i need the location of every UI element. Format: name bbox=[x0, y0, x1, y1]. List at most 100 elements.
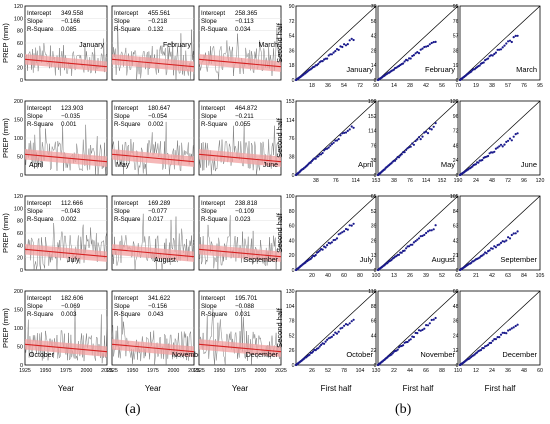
stat-value-rsquare: 0.031 bbox=[235, 311, 251, 318]
x-tick-label: 1975 bbox=[147, 368, 159, 374]
stat-label-intercept: Intercept bbox=[114, 10, 138, 17]
qq-point bbox=[514, 34, 517, 38]
stat-value-intercept: 182.606 bbox=[61, 295, 84, 302]
x-tick-label: 1925 bbox=[193, 368, 205, 374]
stat-label-intercept: Intercept bbox=[27, 200, 51, 207]
qq-point bbox=[428, 229, 431, 232]
qq-point bbox=[507, 236, 510, 239]
y-tick-label: 40 bbox=[17, 243, 23, 249]
qq-point bbox=[493, 245, 496, 248]
qq-point bbox=[430, 229, 433, 232]
y-tick-label: 50 bbox=[17, 155, 23, 161]
x-tick-label: 1950 bbox=[127, 368, 139, 374]
stat-label-slope: Slope bbox=[27, 113, 43, 120]
month-label: April bbox=[29, 162, 43, 169]
qq-point bbox=[330, 335, 333, 338]
qq-point bbox=[434, 316, 437, 320]
qq-y-tick-label: 104 bbox=[286, 304, 295, 310]
qq-x-tick-label: 36 bbox=[505, 368, 511, 374]
qq-point bbox=[326, 57, 329, 60]
x-tick-label: 1925 bbox=[106, 368, 118, 374]
qq-point bbox=[321, 60, 324, 63]
qq-point bbox=[510, 139, 513, 142]
qq-y-tick-label: 56 bbox=[371, 19, 377, 25]
qq-point bbox=[344, 323, 348, 326]
qq-point bbox=[498, 243, 501, 246]
qq-point bbox=[478, 64, 481, 67]
month-label: April bbox=[358, 160, 373, 169]
stat-value-rsquare: 0.055 bbox=[235, 121, 251, 128]
stat-value-intercept: 341.622 bbox=[148, 295, 171, 302]
qq-point bbox=[510, 40, 513, 44]
y-tick-label: 80 bbox=[17, 219, 23, 225]
qq-y-tick-label: 26 bbox=[371, 238, 377, 244]
stat-value-intercept: 464.872 bbox=[235, 105, 258, 112]
qq-point bbox=[434, 122, 437, 125]
stat-value-rsquare: 0.002 bbox=[148, 121, 164, 128]
stat-value-slope: −0.077 bbox=[148, 208, 168, 215]
stat-value-slope: −0.109 bbox=[235, 208, 255, 215]
y-tick-label: 150 bbox=[14, 308, 23, 314]
stat-label-rsquare: R-Square bbox=[201, 121, 228, 128]
qq-reference-line bbox=[295, 195, 377, 271]
qq-point bbox=[417, 52, 421, 55]
qq-point bbox=[341, 231, 344, 234]
qq-point bbox=[337, 330, 340, 333]
qq-point bbox=[414, 331, 417, 334]
y-tick-label: 120 bbox=[14, 4, 23, 10]
qq-point bbox=[327, 54, 330, 57]
qq-point bbox=[426, 324, 430, 327]
qq-point bbox=[428, 322, 431, 325]
qq-point bbox=[482, 253, 485, 256]
qq-x-tick-label: 40 bbox=[325, 273, 331, 279]
y-tick-label: 150 bbox=[14, 118, 23, 124]
qq-y-tick-label: 0 bbox=[456, 173, 459, 179]
qq-y-tick-label: 40 bbox=[289, 238, 295, 244]
qq-point bbox=[512, 326, 515, 329]
qq-point bbox=[507, 40, 510, 43]
qq-point bbox=[408, 339, 411, 342]
qq-point bbox=[400, 153, 403, 156]
qq-point bbox=[334, 50, 337, 53]
qq-point bbox=[423, 233, 426, 236]
qq-y-tick-label: 114 bbox=[286, 118, 294, 124]
qq-point bbox=[512, 135, 515, 138]
qq-point bbox=[507, 139, 510, 142]
qq-y-tick-label: 0 bbox=[456, 268, 459, 274]
qq-point bbox=[414, 139, 417, 143]
stat-value-rsquare: 0.001 bbox=[61, 121, 77, 128]
month-label: September bbox=[500, 255, 537, 264]
qq-y-tick-label: 0 bbox=[456, 78, 459, 84]
qq-point bbox=[490, 151, 493, 154]
qq-point bbox=[494, 246, 497, 249]
qq-point bbox=[405, 148, 408, 151]
qq-x-tick-label: 44 bbox=[407, 368, 413, 374]
qq-point bbox=[332, 333, 335, 337]
qq-y-tick-label: 95 bbox=[453, 4, 459, 10]
qq-x-tick-label: 52 bbox=[325, 368, 331, 374]
qq-point bbox=[425, 130, 428, 133]
stat-label-slope: Slope bbox=[114, 113, 130, 120]
qq-point bbox=[352, 318, 355, 321]
qq-x-tick-label: 60 bbox=[341, 273, 347, 279]
qq-point bbox=[341, 326, 344, 329]
qq-y-tick-label: 84 bbox=[453, 209, 459, 215]
qq-point bbox=[505, 140, 508, 143]
qq-point bbox=[329, 53, 332, 56]
qq-x-tick-label: 76 bbox=[333, 178, 339, 184]
qq-y-tick-label: 28 bbox=[371, 48, 377, 54]
qq-x-tick-label: 78 bbox=[341, 368, 347, 374]
y-tick-label: 100 bbox=[14, 326, 23, 332]
ts-trend-line bbox=[111, 153, 195, 163]
qq-x-tick-label: 18 bbox=[309, 83, 315, 89]
qq-point bbox=[320, 343, 323, 346]
qq-point bbox=[337, 48, 340, 52]
qq-point bbox=[505, 42, 508, 45]
qq-point bbox=[323, 342, 326, 345]
qq-x-tick-label: 120 bbox=[536, 178, 545, 184]
qq-x-tick-label: 28 bbox=[407, 83, 413, 89]
qq-point bbox=[516, 323, 519, 326]
